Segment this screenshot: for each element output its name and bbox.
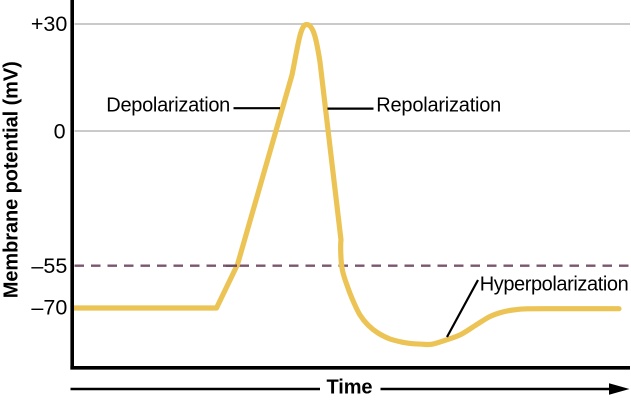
- svg-text:–55: –55: [31, 254, 67, 278]
- svg-text:Repolarization: Repolarization: [376, 95, 501, 117]
- svg-text:+30: +30: [31, 12, 68, 36]
- svg-text:Membrane potential (mV): Membrane potential (mV): [1, 61, 23, 298]
- svg-text:Hyperpolarization: Hyperpolarization: [480, 273, 629, 295]
- svg-text:–70: –70: [31, 296, 67, 320]
- svg-text:Time: Time: [327, 377, 373, 399]
- svg-text:0: 0: [54, 120, 66, 144]
- svg-text:Depolarization: Depolarization: [106, 95, 230, 117]
